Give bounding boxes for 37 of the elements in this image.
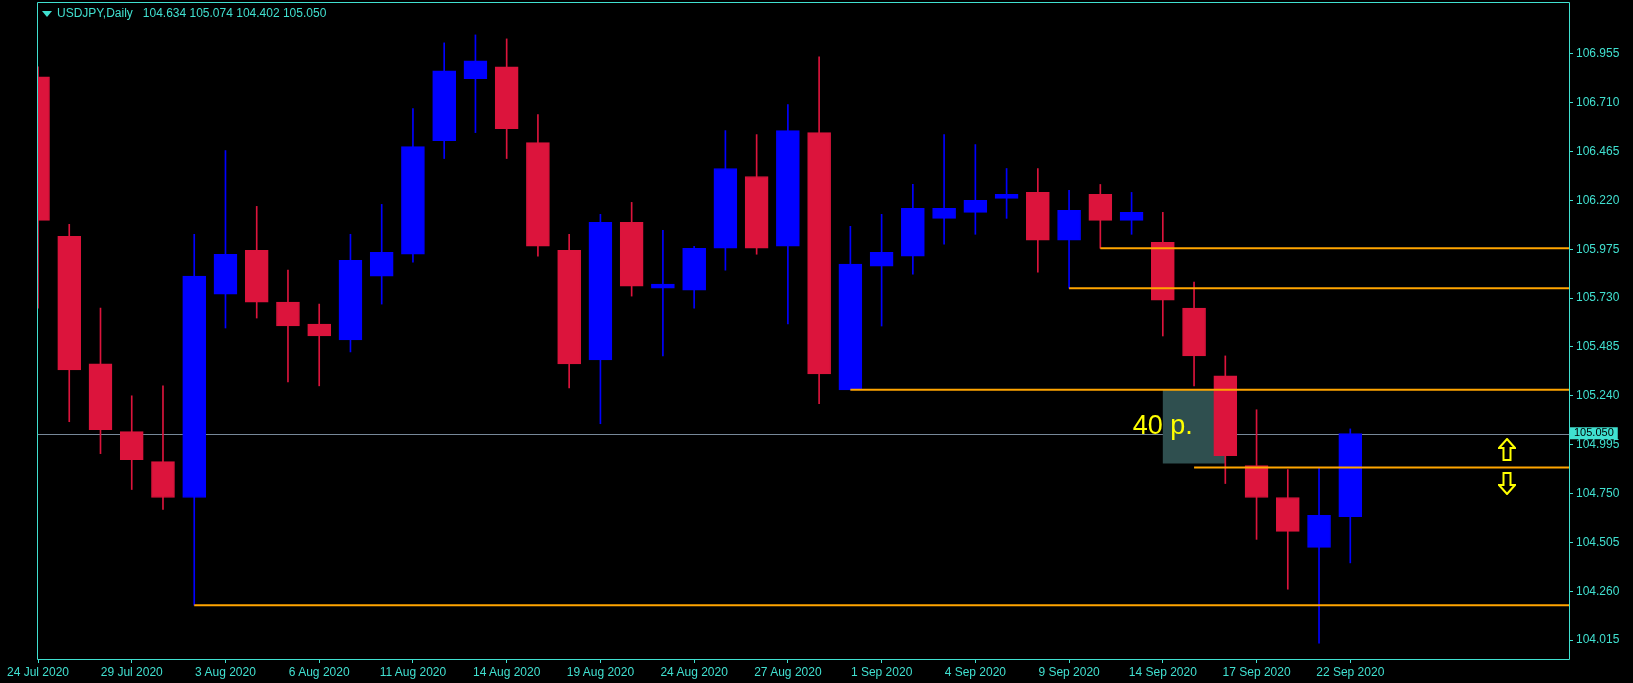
x-tick-label: 17 Sep 2020 (1222, 664, 1291, 679)
y-tick-label: 106.220 (1576, 192, 1620, 207)
x-tick-label: 6 Aug 2020 (288, 664, 350, 679)
candlestick (307, 303, 332, 387)
x-tick-label: 24 Jul 2020 (6, 664, 70, 679)
y-tick-label: 105.975 (1576, 241, 1620, 256)
candlestick (1307, 467, 1331, 644)
x-tick-label: 29 Jul 2020 (100, 664, 164, 679)
y-tick-label: 106.710 (1576, 95, 1620, 110)
y-tick-label: 104.015 (1576, 632, 1620, 647)
y-tick-label: 104.750 (1576, 485, 1620, 500)
candlestick (369, 204, 394, 305)
x-tick-label: 1 Sep 2020 (850, 664, 913, 679)
x-tick-label: 22 Sep 2020 (1316, 664, 1385, 679)
x-tick-label: 14 Aug 2020 (472, 664, 541, 679)
y-tick-label: 105.730 (1576, 290, 1620, 305)
x-tick-label: 27 Aug 2020 (754, 664, 822, 679)
x-tick-label: 11 Aug 2020 (379, 664, 447, 679)
y-tick-label: 106.955 (1576, 46, 1620, 61)
chart-title: USDJPY,Daily (57, 6, 133, 21)
x-tick-label: 24 Aug 2020 (660, 664, 729, 679)
y-tick-label: 106.465 (1576, 143, 1620, 158)
chart-subtitle: 104.634 105.074 104.402 105.050 (142, 6, 327, 21)
x-tick-label: 9 Sep 2020 (1038, 664, 1101, 679)
x-tick-label: 3 Aug 2020 (195, 664, 257, 679)
candlestick (276, 269, 300, 383)
x-tick-label: 4 Sep 2020 (944, 664, 1007, 679)
y-tick-label: 105.485 (1576, 339, 1620, 354)
ref-line-label: 105.050 (1574, 426, 1614, 439)
candlestick (932, 134, 956, 245)
series-label: 40 p. (1132, 410, 1193, 441)
y-tick-label: 104.505 (1576, 534, 1620, 549)
x-tick-label: 19 Aug 2020 (566, 664, 635, 679)
x-tick-label: 14 Sep 2020 (1128, 664, 1198, 679)
y-tick-label: 104.260 (1576, 583, 1620, 598)
y-tick-label: 104.995 (1576, 436, 1620, 451)
y-tick-label: 105.240 (1576, 388, 1620, 403)
